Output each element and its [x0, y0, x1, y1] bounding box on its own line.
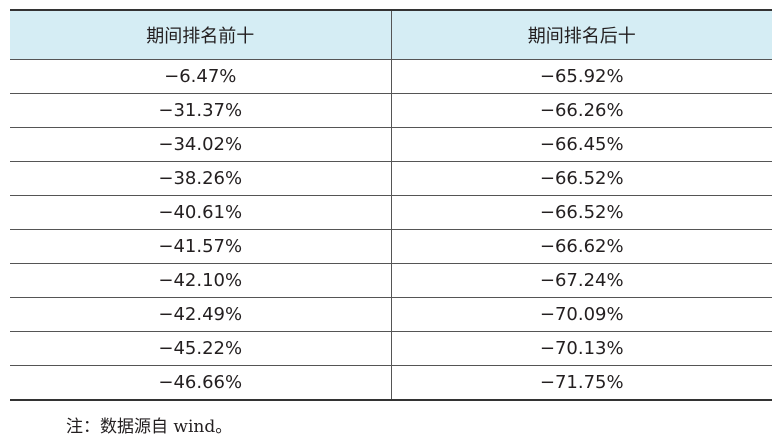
table-cell: −42.10%: [10, 263, 391, 298]
table-cell: −67.24%: [390, 263, 772, 298]
table-cell: −38.26%: [10, 161, 391, 196]
table-cell: −66.62%: [390, 229, 772, 264]
table-cell: −66.52%: [390, 195, 772, 230]
table-body: −6.47% −65.92% −31.37% −66.26% −34.02% −66.45…: [10, 59, 772, 400]
table-cell: −71.75%: [390, 365, 772, 400]
table-cell: −65.92%: [390, 59, 772, 94]
table-cell: −6.47%: [10, 59, 391, 94]
table-cell: −46.66%: [10, 365, 391, 400]
table-cell: −70.09%: [390, 297, 772, 332]
table-cell: −41.57%: [10, 229, 391, 264]
table-row: −41.57% −66.62%: [10, 229, 772, 264]
header-cell: 期间排名前十: [10, 10, 391, 60]
table-cell: −31.37%: [10, 93, 391, 128]
header-row: 期间排名前十 期间排名后十: [10, 10, 772, 60]
table-row: −34.02% −66.45%: [10, 127, 772, 162]
table-cell: −45.22%: [10, 331, 391, 366]
table-row: −45.22% −70.13%: [10, 331, 772, 366]
data-table: 期间排名前十 期间排名后十 −6.47% −65.92% −31.37% −66.26%…: [10, 9, 772, 401]
table-row: −40.61% −66.52%: [10, 195, 772, 230]
table-row: −6.47% −65.92%: [10, 59, 772, 94]
table-row: −42.10% −67.24%: [10, 263, 772, 298]
table-row: −31.37% −66.26%: [10, 93, 772, 128]
table-cell: −66.52%: [390, 161, 772, 196]
table-cell: −42.49%: [10, 297, 391, 332]
table-row: −38.26% −66.52%: [10, 161, 772, 196]
table-cell: −66.45%: [390, 127, 772, 162]
table-row: −42.49% −70.09%: [10, 297, 772, 332]
table-cell: −66.26%: [390, 93, 772, 128]
table-row: −46.66% −71.75%: [10, 365, 772, 400]
table-cell: −34.02%: [10, 127, 391, 162]
note: 注：数据源自 wind。: [66, 417, 233, 437]
table-cell: −70.13%: [390, 331, 772, 366]
header-cell: 期间排名后十: [390, 10, 772, 60]
table-cell: −40.61%: [10, 195, 391, 230]
